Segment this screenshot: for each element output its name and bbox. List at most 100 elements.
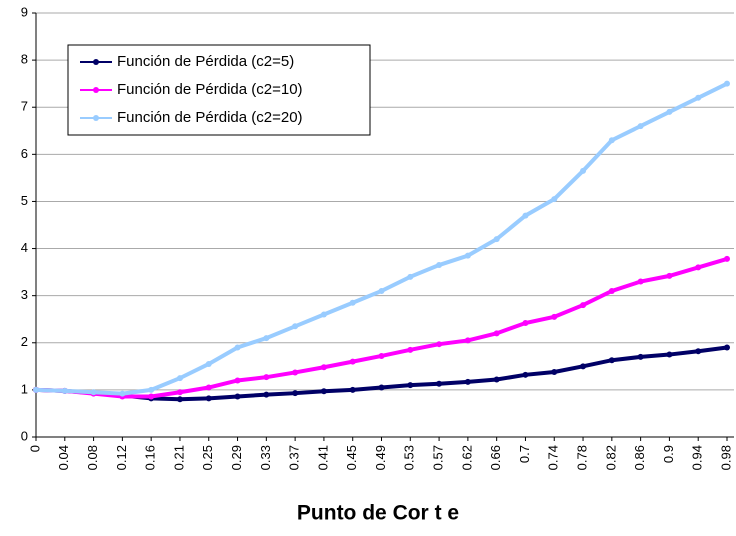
data-point [608,137,615,144]
data-point [551,368,558,375]
y-tick-label: 0 [21,428,28,443]
data-point [407,273,414,280]
data-point [292,369,299,376]
legend-label: Función de Pérdida (c2=10) [117,81,303,98]
data-point [176,389,183,396]
data-point [580,302,587,309]
data-point [695,348,702,355]
data-point [580,363,587,370]
data-point [436,380,443,387]
data-point [349,299,356,306]
x-tick-label: 0.16 [143,445,158,470]
data-point [263,335,270,342]
x-tick-label: 0.86 [632,445,647,470]
x-tick-label: 0.62 [459,445,474,470]
data-point [695,94,702,101]
data-point [33,386,39,393]
y-tick-label: 9 [21,4,28,19]
data-point [436,341,443,348]
x-tick-label: 0.9 [661,445,676,463]
x-axis-title: Punto de Cor t e [297,502,459,525]
data-point [205,360,212,367]
data-point [464,337,471,344]
x-tick-label: 0.21 [171,445,186,470]
data-point [320,364,327,371]
data-point [724,80,730,87]
data-point [522,212,529,219]
data-point [464,252,471,259]
data-point [637,278,644,285]
y-tick-label: 2 [21,334,28,349]
data-point [522,319,529,326]
y-tick-label: 5 [21,193,28,208]
data-point [493,376,500,383]
data-point [608,357,615,364]
data-point [724,344,730,351]
x-tick-label: 0.12 [114,445,129,470]
x-tick-label: 0.41 [315,445,330,470]
data-point [349,386,356,393]
data-point [234,377,241,384]
legend-marker [93,87,99,93]
data-point [263,374,270,381]
data-point [407,382,414,389]
data-point [205,395,212,402]
data-point [724,255,730,262]
x-tick-label: 0.94 [690,445,705,470]
x-tick-label: 0.82 [603,445,618,470]
data-point [148,386,155,393]
data-point [320,311,327,318]
data-point [608,287,615,294]
y-tick-label: 1 [21,381,28,396]
x-tick-label: 0.78 [574,445,589,470]
y-tick-label: 6 [21,146,28,161]
data-point [320,388,327,395]
x-tick-label: 0.29 [229,445,244,470]
data-point [378,287,385,294]
y-tick-label: 8 [21,52,28,67]
data-point [522,371,529,378]
legend-label: Función de Pérdida (c2=5) [117,53,294,70]
y-tick-label: 3 [21,287,28,302]
data-point [176,375,183,382]
data-point [349,358,356,365]
data-point [292,390,299,397]
x-tick-label: 0.45 [344,445,359,470]
x-tick-label: 0.37 [287,445,302,470]
data-point [263,391,270,398]
data-point [551,196,558,203]
data-point [176,396,183,403]
x-tick-label: 0.08 [85,445,100,470]
data-point [436,262,443,269]
series-line [35,257,728,399]
x-tick-label: 0.49 [373,445,388,470]
data-point [61,387,68,394]
x-tick-label: 0.57 [431,445,446,470]
data-point [407,346,414,353]
data-point [148,393,155,400]
x-tick-label: 0.04 [56,445,71,470]
data-point [378,352,385,359]
x-tick-label: 0.66 [488,445,503,470]
legend-marker [93,115,99,121]
data-point [464,378,471,385]
legend-marker [93,59,99,65]
data-point [119,390,126,397]
x-tick-label: 0.7 [517,445,532,463]
y-tick-label: 7 [21,99,28,114]
data-point [580,167,587,174]
data-point [493,330,500,337]
data-point [695,264,702,271]
y-tick-label: 4 [21,240,28,255]
x-tick-label: 0.98 [718,445,733,470]
data-point [551,313,558,320]
data-point [666,351,673,358]
data-point [234,393,241,400]
x-tick-label: 0.74 [546,445,561,470]
data-point [493,236,500,243]
x-tick-label: 0.53 [402,445,417,470]
x-tick-label: 0.33 [258,445,273,470]
data-point [292,323,299,330]
data-point [666,108,673,115]
